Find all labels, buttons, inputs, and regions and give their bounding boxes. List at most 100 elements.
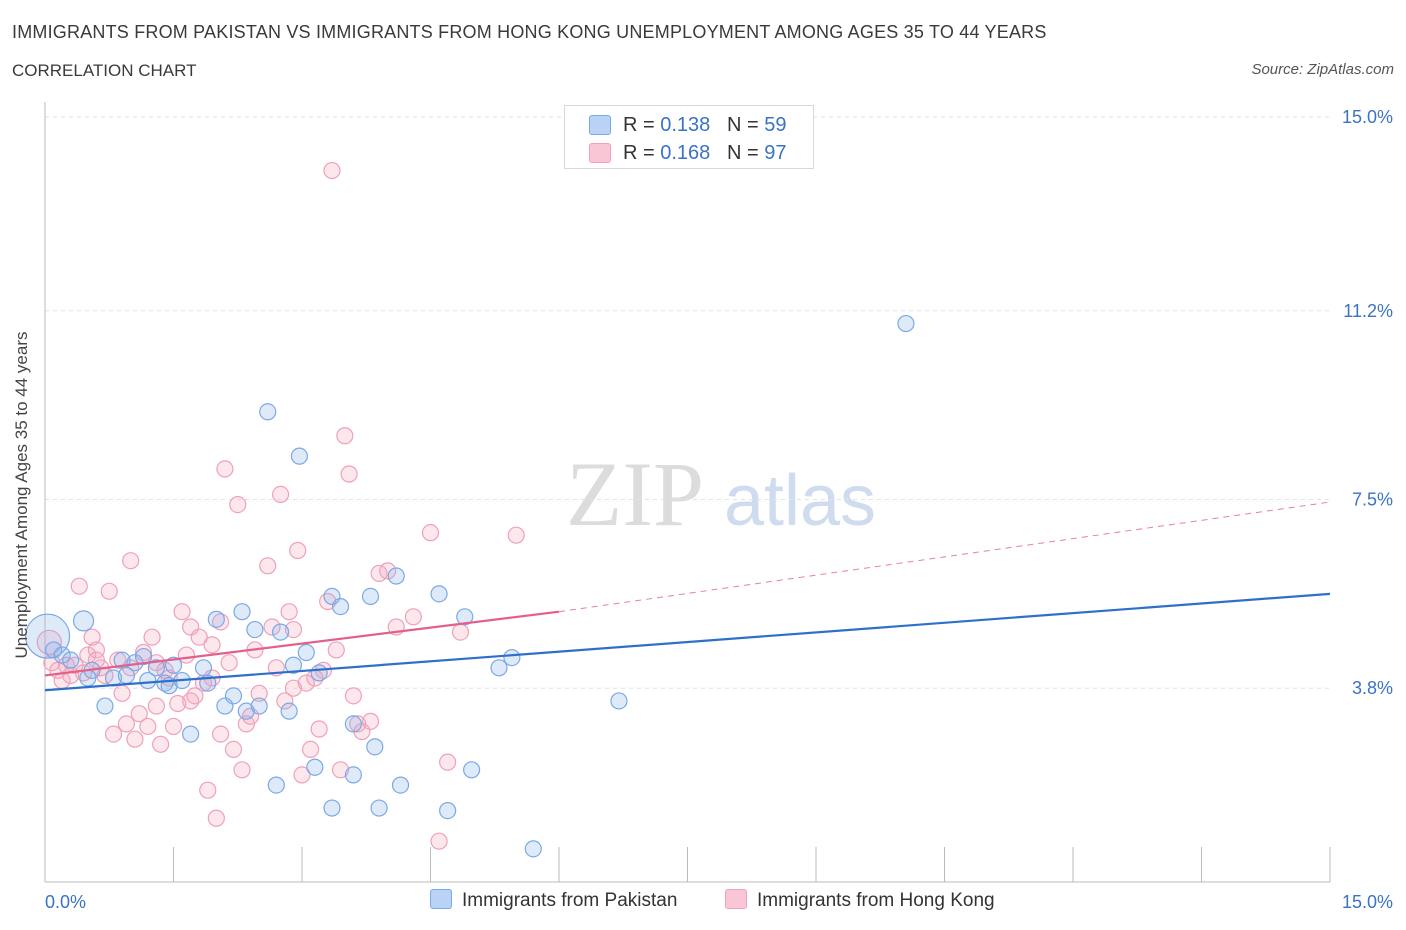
hongkong-point bbox=[139, 717, 157, 736]
hongkong-point bbox=[344, 687, 362, 705]
legend-swatch-pakistan bbox=[589, 115, 611, 135]
pakistan-point bbox=[182, 725, 200, 743]
trend-lines bbox=[44, 501, 1331, 692]
pakistan-trend-line bbox=[44, 592, 1331, 692]
hongkong-point bbox=[83, 628, 101, 646]
hongkong-point bbox=[126, 730, 144, 748]
watermark-zip: ZIP bbox=[566, 443, 704, 545]
pakistan-point bbox=[463, 761, 481, 779]
watermark: ZIP atlas bbox=[566, 443, 876, 545]
pakistan-point bbox=[297, 643, 315, 662]
legend-n-label: N = bbox=[726, 114, 765, 136]
legend-swatch-hongkong bbox=[589, 143, 611, 163]
hongkong-point bbox=[259, 557, 277, 575]
grid-lines bbox=[45, 116, 1330, 689]
hongkong-point bbox=[212, 725, 230, 743]
pakistan-point bbox=[271, 623, 290, 641]
pakistan-point bbox=[259, 403, 277, 421]
pakistan-point bbox=[366, 738, 384, 756]
hongkong-point bbox=[284, 620, 303, 639]
pakistan-point bbox=[361, 587, 380, 606]
hongkong-point bbox=[164, 717, 183, 736]
tick-labels: 3.8% 7.5% 11.2% 15.0% 0.0% 15.0% bbox=[45, 107, 1393, 912]
pakistan-point bbox=[134, 647, 153, 666]
pakistan-point bbox=[207, 610, 225, 628]
hongkong-point bbox=[297, 674, 315, 692]
hongkong-point bbox=[421, 524, 440, 542]
hongkong-point bbox=[276, 692, 294, 710]
pakistan-point bbox=[284, 656, 303, 674]
hongkong-point bbox=[216, 460, 234, 478]
hongkong-point bbox=[379, 562, 397, 580]
hongkong-point bbox=[130, 705, 148, 723]
legend-n-label: N = bbox=[726, 142, 765, 164]
hongkong-point bbox=[310, 720, 328, 738]
hongkong-point bbox=[203, 636, 221, 654]
bottom-legend-pakistan: Immigrants from Pakistan bbox=[430, 889, 677, 912]
hongkong-point bbox=[250, 684, 268, 702]
hongkong-point bbox=[190, 628, 208, 646]
legend: R = 0.138 N = 59 R = 0.168 N = 97 bbox=[564, 105, 814, 169]
legend-n-value: 59 bbox=[764, 114, 787, 136]
bottom-legend-swatch-hongkong bbox=[725, 889, 747, 909]
hongkong-point bbox=[289, 541, 307, 560]
hongkong-point bbox=[331, 761, 350, 779]
hongkong-point bbox=[229, 496, 247, 514]
hongkong-point bbox=[293, 766, 311, 784]
pakistan-point bbox=[224, 687, 243, 705]
hongkong-point bbox=[182, 692, 200, 710]
hongkong-point bbox=[430, 832, 448, 850]
hongkong-point bbox=[147, 697, 165, 715]
pakistan-point bbox=[344, 766, 362, 784]
hongkong-trend-line bbox=[44, 610, 560, 677]
hongkong-trend-extension bbox=[558, 501, 1331, 613]
hongkong-point bbox=[220, 654, 238, 672]
hongkong-point bbox=[109, 651, 127, 669]
hongkong-point bbox=[404, 608, 422, 626]
hongkong-point bbox=[70, 577, 88, 595]
pakistan-point bbox=[387, 567, 405, 585]
pakistan-point bbox=[44, 641, 63, 659]
hongkong-point bbox=[271, 485, 290, 503]
legend-r-value: 0.138 bbox=[660, 114, 711, 136]
pakistan-point bbox=[331, 597, 350, 616]
hongkong-point bbox=[323, 161, 341, 180]
pakistan-point bbox=[391, 776, 410, 794]
pakistan-point bbox=[147, 659, 165, 677]
pakistan-point bbox=[194, 659, 213, 677]
pakistan-point bbox=[490, 659, 508, 677]
hongkong-point bbox=[143, 628, 161, 646]
y-tick-label: 3.8% bbox=[1352, 678, 1393, 698]
pakistan-point bbox=[503, 648, 521, 667]
chart-title: IMMIGRANTS FROM PAKISTAN VS IMMIGRANTS F… bbox=[12, 22, 1047, 42]
bottom-legend-hongkong: Immigrants from Hong Kong bbox=[725, 889, 995, 912]
pakistan-point bbox=[524, 840, 542, 858]
hongkong-point bbox=[207, 809, 225, 827]
hongkong-point bbox=[169, 694, 187, 713]
pakistan-point bbox=[456, 608, 474, 626]
pakistan-point bbox=[610, 692, 628, 710]
pakistan-point bbox=[306, 758, 324, 776]
hongkong-point bbox=[336, 427, 354, 445]
hongkong-point bbox=[122, 552, 140, 570]
legend-n-value: 97 bbox=[764, 142, 787, 164]
pakistan-point bbox=[280, 702, 298, 720]
hongkong-point bbox=[152, 735, 170, 753]
legend-r-value: 0.168 bbox=[660, 142, 711, 164]
hongkong-point bbox=[263, 618, 281, 636]
axes bbox=[44, 102, 1331, 883]
watermark-atlas: atlas bbox=[724, 461, 876, 541]
legend-r-label: R = bbox=[623, 114, 661, 136]
y-tick-label: 7.5% bbox=[1352, 490, 1393, 510]
pakistan-point bbox=[344, 715, 362, 733]
pakistan-point bbox=[246, 620, 264, 639]
bottom-legend-swatch-pakistan bbox=[430, 889, 452, 909]
hongkong-point bbox=[100, 582, 118, 600]
y-axis-label: Unemployment Among Ages 35 to 44 years bbox=[12, 331, 31, 659]
pakistan-point bbox=[290, 447, 309, 465]
hongkong-point bbox=[327, 641, 345, 659]
pakistan-point bbox=[323, 799, 341, 817]
pakistan-point bbox=[164, 656, 183, 674]
x-tick-label: 0.0% bbox=[45, 892, 86, 912]
